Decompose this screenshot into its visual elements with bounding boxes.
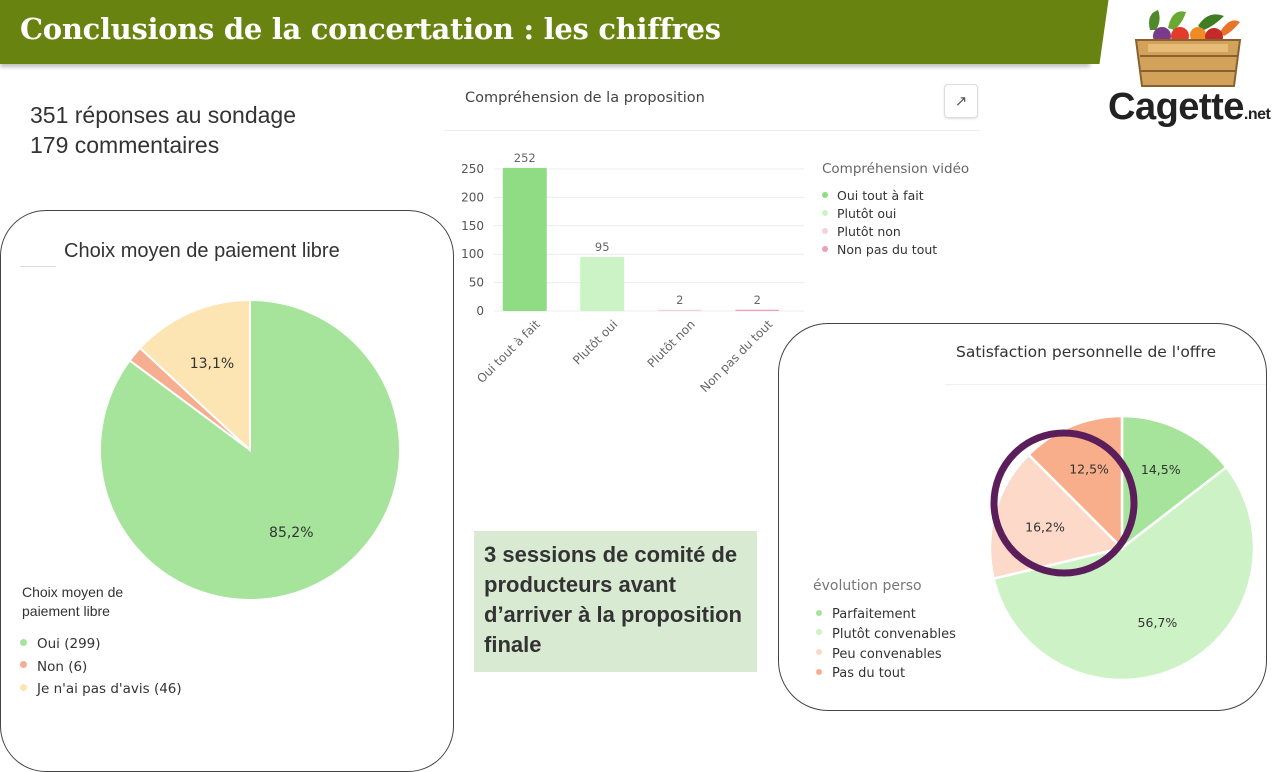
expand-chart-button[interactable]: ↗: [944, 84, 978, 118]
bar-legend-title: Compréhension vidéo: [822, 161, 970, 177]
page-title: Conclusions de la concertation : les chi…: [20, 12, 721, 46]
highlight-text: 3 sessions de comité de producteurs avan…: [484, 542, 742, 657]
bar: [657, 309, 702, 311]
legend-label: Peu convenables: [832, 646, 942, 662]
slice-label: 13,1%: [190, 356, 234, 372]
arrow-up-right-icon: ↗: [954, 92, 968, 110]
legend-label: Parfaitement: [832, 607, 916, 622]
bar-value-label: 252: [514, 151, 536, 165]
legend-swatch: [816, 609, 822, 616]
logo-word: Cagette: [1108, 86, 1244, 128]
legend-swatch: [20, 683, 27, 691]
comments-stat: 179 commentaires: [30, 132, 220, 158]
bar-legend: Oui tout à fait Plutôt oui Plutôt non Non p…: [822, 188, 937, 260]
pie1-title: Choix moyen de paiement libre: [64, 240, 340, 262]
x-tick-label: Oui tout à fait: [474, 317, 543, 386]
slice-label: 14,5%: [1141, 462, 1181, 477]
legend-swatch: [822, 245, 828, 252]
pie-slice: [138, 298, 251, 453]
bar: [735, 309, 780, 311]
slice-label: 85,2%: [269, 525, 313, 541]
divider: [20, 266, 56, 267]
header-bar: [0, 0, 1090, 64]
pie2-legend: Parfaitement Plutôt convenables Peu conven…: [816, 607, 956, 686]
legend-item[interactable]: Oui (299): [20, 636, 182, 659]
satisfaction-pie: 14,5% 56,7% 16,2% 12,5%: [988, 414, 1256, 682]
y-tick-label: 100: [461, 247, 484, 261]
legend-swatch: [816, 649, 822, 656]
legend-swatch: [822, 227, 828, 234]
pie-slice: [1120, 414, 1229, 551]
comprehension-bar-chart: 0 50 100 150 200 250 252 Oui tout à fait 95 Plutô…: [461, 151, 804, 395]
pie-slice: [992, 465, 1256, 682]
highlight-box: [474, 531, 757, 672]
y-tick-label: 50: [469, 276, 484, 290]
legend-item[interactable]: Plutôt non: [822, 224, 937, 242]
legend-swatch: [816, 629, 822, 636]
pie1-legend-title: Choix moyen de paiement libre: [22, 584, 124, 619]
legend-swatch: [816, 668, 822, 675]
pie2-title: Satisfaction personnelle de l'offre: [956, 343, 1217, 361]
legend-item[interactable]: Parfaitement: [816, 607, 956, 627]
legend-label: Non (6): [37, 658, 88, 675]
highlight-circle: [990, 429, 1138, 577]
slice-label: 16,2%: [1025, 519, 1065, 534]
divider: [444, 130, 980, 131]
responses-stat: 351 réponses au sondage: [30, 102, 296, 128]
legend-item[interactable]: Non pas du tout: [822, 242, 937, 260]
pie-slice: [1026, 414, 1124, 552]
pie2-legend-title: évolution perso: [813, 578, 922, 594]
legend-swatch: [20, 661, 27, 668]
x-tick-label: Non pas du tout: [697, 317, 775, 395]
bar-value-label: 95: [595, 240, 610, 254]
slice-label: 56,7%: [1138, 615, 1178, 630]
legend-label: Plutôt convenables: [832, 626, 956, 642]
bar-value-label: 2: [676, 293, 683, 307]
legend-item[interactable]: Plutôt convenables: [816, 627, 956, 647]
legend-label: Plutôt oui: [837, 206, 897, 221]
payment-choice-pie: 85,2% 13,1%: [99, 298, 401, 601]
legend-label: Non pas du tout: [837, 242, 938, 257]
legend-item[interactable]: Pas du tout: [816, 666, 956, 686]
bar: [502, 167, 547, 311]
divider: [945, 384, 1265, 385]
vegetable-crate-icon: [1134, 10, 1242, 87]
legend-label: Oui tout à fait: [837, 188, 924, 203]
legend-label: Je n'ai pas d'avis (46): [37, 681, 182, 697]
legend-label: Pas du tout: [832, 666, 906, 682]
x-tick-label: Plutôt oui: [570, 317, 620, 367]
legend-label: Oui (299): [37, 636, 101, 652]
legend-label: Plutôt non: [837, 224, 901, 239]
y-tick-label: 200: [461, 190, 484, 204]
y-tick-label: 0: [476, 304, 484, 318]
bar: [580, 257, 625, 311]
y-tick-label: 150: [461, 219, 484, 233]
logo-suffix: .net: [1243, 106, 1271, 123]
legend-swatch: [822, 191, 828, 198]
legend-item[interactable]: Plutôt oui: [822, 206, 937, 224]
legend-item[interactable]: Oui tout à fait: [822, 188, 937, 206]
legend-item[interactable]: Je n'ai pas d'avis (46): [20, 681, 182, 704]
legend-item[interactable]: Peu convenables: [816, 647, 956, 667]
legend-swatch: [822, 209, 828, 216]
slice-label: 12,5%: [1069, 462, 1109, 477]
legend-item[interactable]: Non (6): [20, 659, 182, 682]
legend-swatch: [20, 638, 27, 646]
pie1-legend: Oui (299) Non (6) Je n'ai pas d'avis (46): [20, 636, 182, 704]
bar-value-label: 2: [754, 293, 761, 307]
y-tick-label: 250: [461, 162, 484, 176]
logo-wordmark: Cagette.net: [1108, 86, 1271, 129]
x-tick-label: Plutôt non: [645, 317, 698, 370]
bar-chart-title: Compréhension de la proposition: [465, 90, 705, 106]
